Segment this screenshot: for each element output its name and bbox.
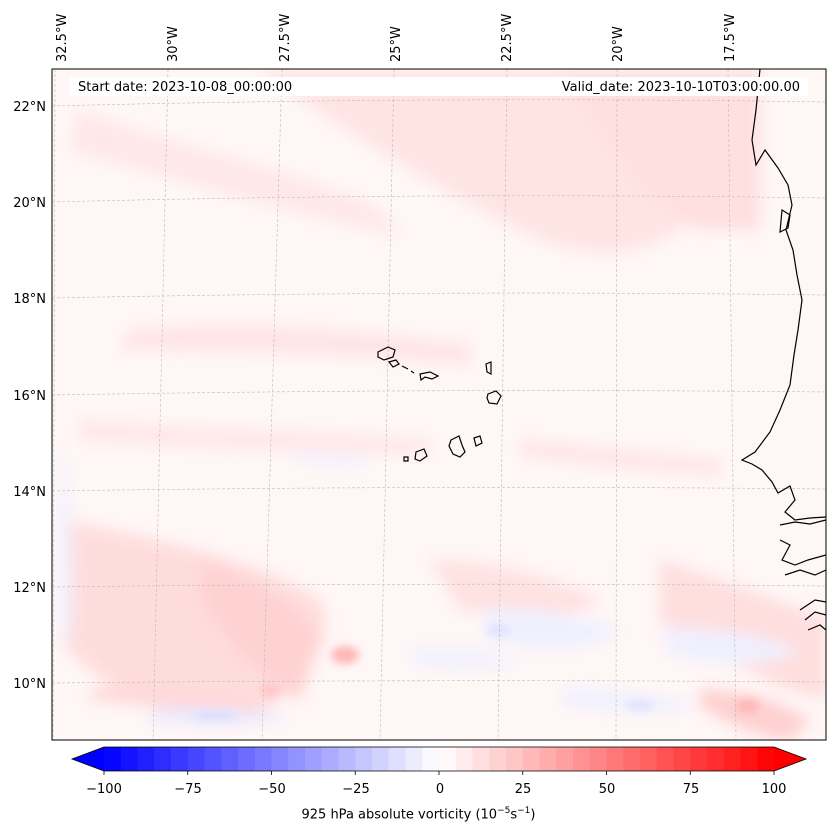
colorbar-segment <box>355 747 373 771</box>
lon-label: 30°W <box>166 26 181 62</box>
lon-label: 25°W <box>389 26 404 62</box>
colorbar-segment <box>723 747 742 771</box>
colorbar-tick-label: 0 <box>436 782 444 797</box>
colorbar-extend-low <box>72 747 104 771</box>
colorbar <box>70 746 808 775</box>
start-date-text: Start date: 2023-10-08_00:00:00 <box>78 80 292 95</box>
longitude-labels: 32.5°W 30°W 27.5°W 25°W 22.5°W 20°W 17.5… <box>55 14 738 62</box>
colorbar-segment <box>472 747 490 771</box>
plot-frame <box>51 68 827 741</box>
latitude-labels: 22°N 20°N 18°N 16°N 14°N 12°N 10°N <box>13 100 46 692</box>
colorbar-segment <box>422 747 440 771</box>
lon-label: 20°W <box>611 26 626 62</box>
colorbar-segment <box>338 747 356 771</box>
graticule <box>52 69 826 740</box>
colorbar-segment <box>221 747 239 771</box>
lat-label: 18°N <box>13 292 46 307</box>
lon-label: 27.5°W <box>278 14 293 62</box>
colorbar-tick-label: 25 <box>515 782 532 797</box>
colorbar-segment <box>388 747 407 771</box>
colorbar-segment <box>757 747 775 771</box>
colorbar-segment <box>120 747 139 771</box>
colorbar-segment <box>288 747 306 771</box>
valid-date-text: Valid_date: 2023-10-10T03:00:00.00 <box>562 80 800 95</box>
colorbar-segment <box>656 747 675 771</box>
colorbar-segment <box>137 747 155 771</box>
lat-label: 14°N <box>13 485 46 500</box>
colorbar-segment <box>154 747 172 771</box>
colorbar-tick-label: −25 <box>342 782 369 797</box>
vorticity-field <box>52 69 826 740</box>
lon-label: 22.5°W <box>500 14 515 62</box>
colorbar-tick-label: −100 <box>86 782 122 797</box>
colorbar-tick-label: −50 <box>258 782 285 797</box>
colorbar-segment <box>606 747 624 771</box>
colorbar-segment <box>455 747 474 771</box>
colorbar-segment <box>439 747 457 771</box>
colorbar-tick-label: 100 <box>762 782 787 797</box>
info-banner <box>70 77 808 96</box>
colorbar-segment <box>187 747 206 771</box>
colorbar-segment <box>690 747 708 771</box>
colorbar-segment <box>321 747 340 771</box>
colorbar-segment <box>707 747 725 771</box>
colorbar-segment <box>623 747 641 771</box>
coastline <box>377 69 826 631</box>
colorbar-segment <box>104 747 122 771</box>
colorbar-segment <box>238 747 256 771</box>
colorbar-ticks: −100 −75 −50 −25 0 25 50 75 100 <box>86 782 786 797</box>
lon-label: 32.5°W <box>55 14 70 62</box>
colorbar-segment <box>673 747 691 771</box>
colorbar-segment <box>254 747 273 771</box>
colorbar-segment <box>539 747 557 771</box>
lat-label: 10°N <box>13 677 46 692</box>
colorbar-segment <box>522 747 541 771</box>
colorbar-label: 925 hPa absolute vorticity (10−5s−1) <box>301 806 536 823</box>
colorbar-extend-high <box>774 747 806 771</box>
colorbar-segment <box>405 747 423 771</box>
colorbar-segment <box>305 747 323 771</box>
colorbar-segment <box>271 747 289 771</box>
colorbar-segment <box>556 747 574 771</box>
lat-label: 12°N <box>13 581 46 596</box>
lat-label: 22°N <box>13 100 46 115</box>
colorbar-segment <box>640 747 658 771</box>
colorbar-tick-label: −75 <box>174 782 201 797</box>
colorbar-segment <box>506 747 524 771</box>
lon-label: 17.5°W <box>723 14 738 62</box>
colorbar-segment <box>489 747 507 771</box>
lat-label: 16°N <box>13 389 46 404</box>
lat-label: 20°N <box>13 196 46 211</box>
colorbar-tick-label: 75 <box>683 782 700 797</box>
colorbar-tick-label: 50 <box>599 782 616 797</box>
colorbar-segment <box>372 747 390 771</box>
colorbar-segment <box>740 747 758 771</box>
colorbar-segment <box>589 747 608 771</box>
colorbar-segment <box>573 747 591 771</box>
colorbar-segment <box>171 747 189 771</box>
colorbar-segment <box>204 747 222 771</box>
